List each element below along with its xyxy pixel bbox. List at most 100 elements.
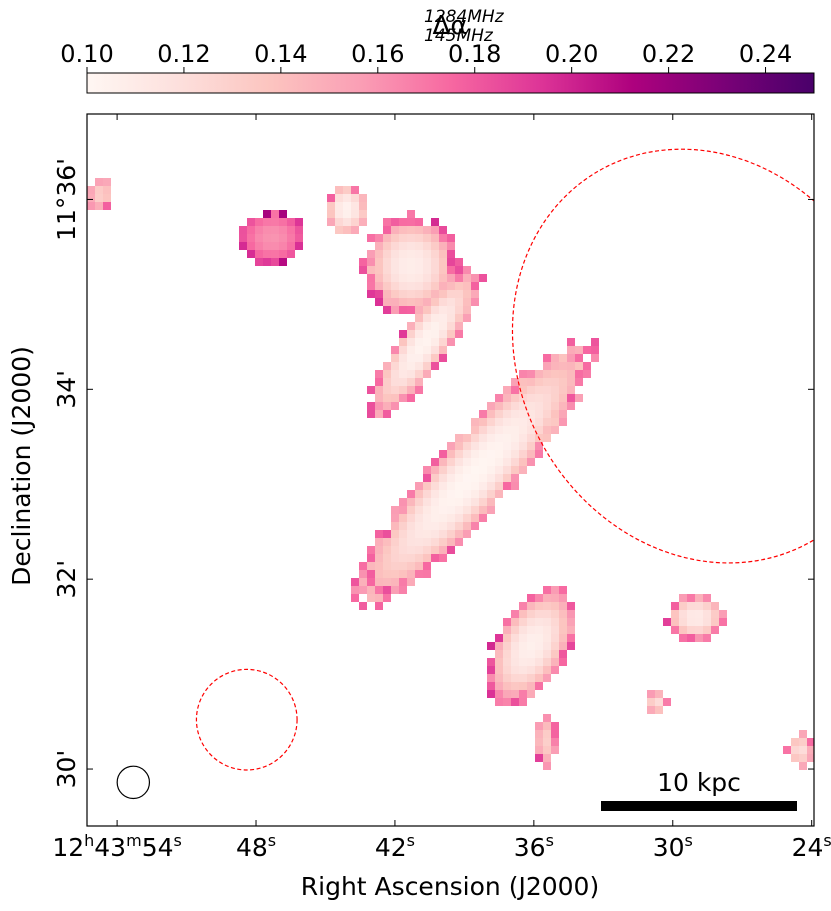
emission-pixel xyxy=(527,666,535,674)
emission-pixel xyxy=(399,506,407,514)
emission-pixel xyxy=(415,218,423,226)
emission-pixel xyxy=(415,306,423,314)
emission-pixel xyxy=(263,226,271,234)
emission-pixel xyxy=(407,386,415,394)
emission-pixel xyxy=(439,490,447,498)
emission-pixel xyxy=(511,626,519,634)
emission-pixel xyxy=(279,234,287,242)
emission-pixel xyxy=(527,378,535,386)
emission-pixel xyxy=(551,746,559,754)
emission-pixel xyxy=(447,306,455,314)
scale-bar: 10 kpc xyxy=(601,768,797,811)
emission-pixel xyxy=(423,290,431,298)
emission-pixel xyxy=(423,562,431,570)
emission-pixel xyxy=(503,434,511,442)
emission-pixel xyxy=(495,458,503,466)
emission-pixel xyxy=(551,386,559,394)
emission-pixel xyxy=(503,634,511,642)
emission-pixel xyxy=(351,202,359,210)
emission-pixel xyxy=(527,626,535,634)
emission-pixel xyxy=(527,602,535,610)
emission-pixel xyxy=(695,602,703,610)
emission-pixel xyxy=(439,554,447,562)
emission-pixel xyxy=(399,362,407,370)
emission-pixel xyxy=(519,658,527,666)
emission-pixel xyxy=(543,594,551,602)
emission-pixel xyxy=(463,466,471,474)
emission-pixel xyxy=(407,218,415,226)
emission-pixel xyxy=(375,546,383,554)
emission-pixel xyxy=(559,594,567,602)
emission-pixel xyxy=(295,218,303,226)
emission-pixel xyxy=(559,418,567,426)
emission-pixel xyxy=(479,514,487,522)
emission-pixel xyxy=(519,402,527,410)
emission-pixel xyxy=(439,338,447,346)
emission-pixel xyxy=(423,362,431,370)
emission-pixel xyxy=(399,354,407,362)
emission-pixel xyxy=(495,666,503,674)
emission-pixel xyxy=(535,754,543,762)
emission-pixel xyxy=(415,554,423,562)
emission-pixel xyxy=(487,658,495,666)
emission-pixel xyxy=(543,722,551,730)
emission-pixel xyxy=(367,410,375,418)
emission-pixel xyxy=(287,226,295,234)
emission-pixel xyxy=(503,626,511,634)
emission-pixel xyxy=(271,258,279,266)
emission-pixel xyxy=(95,202,103,210)
emission-pixel xyxy=(511,482,519,490)
emission-pixel xyxy=(383,410,391,418)
emission-pixel xyxy=(551,418,559,426)
emission-pixel xyxy=(359,218,367,226)
emission-pixel xyxy=(471,498,479,506)
emission-pixel xyxy=(527,658,535,666)
emission-pixel xyxy=(407,234,415,242)
emission-pixel xyxy=(567,346,575,354)
emission-pixel xyxy=(543,418,551,426)
emission-pixel xyxy=(511,674,519,682)
emission-pixel xyxy=(415,322,423,330)
emission-pixel xyxy=(279,226,287,234)
emission-pixel xyxy=(471,474,479,482)
emission-pixel xyxy=(703,618,711,626)
emission-pixel xyxy=(503,474,511,482)
emission-pixel xyxy=(543,658,551,666)
emission-pixel xyxy=(783,746,791,754)
emission-pixel xyxy=(391,242,399,250)
emission-pixel xyxy=(543,666,551,674)
colorbar-label: Δα xyxy=(433,11,468,41)
emission-pixel xyxy=(247,242,255,250)
emission-pixel xyxy=(391,514,399,522)
emission-pixel xyxy=(487,458,495,466)
emission-pixel xyxy=(399,498,407,506)
emission-pixel xyxy=(439,290,447,298)
emission-pixel xyxy=(407,370,415,378)
x-tick-label: 12h43m54s xyxy=(52,831,182,862)
emission-pixel xyxy=(567,402,575,410)
emission-pixel xyxy=(695,594,703,602)
emission-pixel xyxy=(399,538,407,546)
x-axis-label: Right Ascension (J2000) xyxy=(301,872,599,901)
emission-pixel xyxy=(423,338,431,346)
emission-pixel xyxy=(367,402,375,410)
emission-pixel xyxy=(487,674,495,682)
emission-pixel xyxy=(567,354,575,362)
emission-pixel xyxy=(679,610,687,618)
emission-pixel xyxy=(511,690,519,698)
emission-pixel xyxy=(423,530,431,538)
emission-pixel xyxy=(543,586,551,594)
emission-pixel xyxy=(407,498,415,506)
emission-pixel xyxy=(487,466,495,474)
emission-pixel xyxy=(263,250,271,258)
emission-pixel xyxy=(391,226,399,234)
emission-pixel xyxy=(271,218,279,226)
emission-pixel xyxy=(431,234,439,242)
emission-pixel xyxy=(679,602,687,610)
emission-pixel xyxy=(471,490,479,498)
emission-pixel xyxy=(679,618,687,626)
emission-pixel xyxy=(431,322,439,330)
emission-pixel xyxy=(271,242,279,250)
emission-pixel xyxy=(375,410,383,418)
emission-pixel xyxy=(551,618,559,626)
